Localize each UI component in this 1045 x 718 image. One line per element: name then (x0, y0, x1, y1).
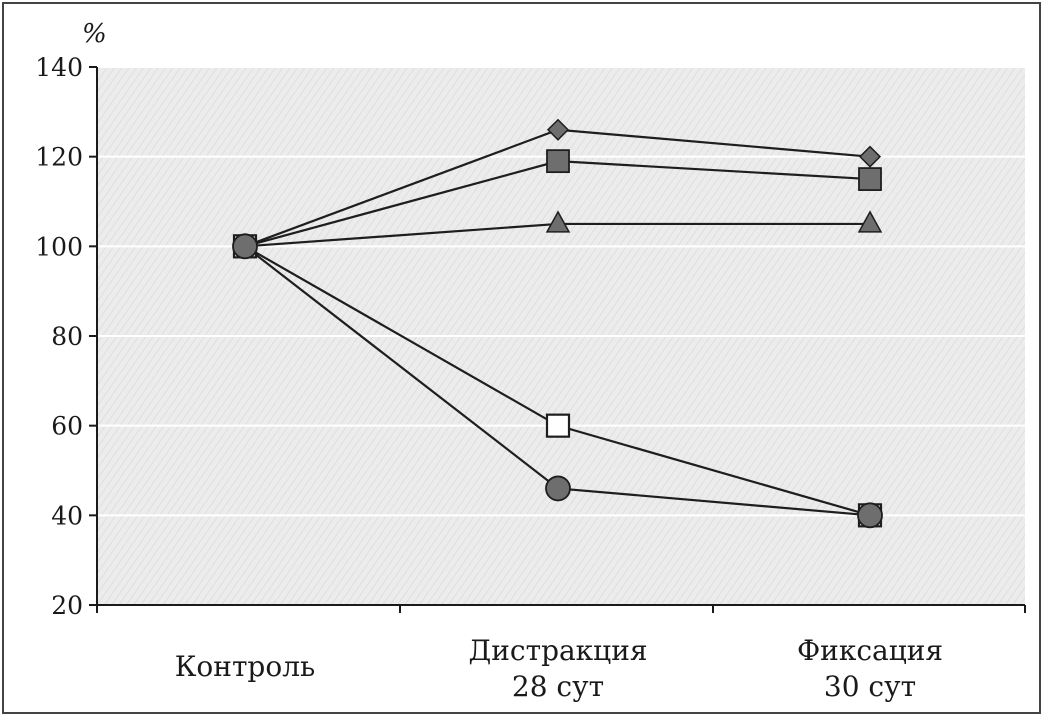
data-point-diamond (546, 118, 570, 141)
y-tick-label: 20 (51, 591, 83, 620)
data-point-square-open (545, 413, 571, 438)
series-markers (232, 118, 883, 529)
y-tick-label: 80 (51, 322, 83, 351)
data-point-diamond (858, 145, 882, 168)
data-point-square-filled (546, 149, 570, 174)
y-axis-unit-label: % (82, 19, 107, 49)
x-category-label: 28 сут (512, 670, 604, 703)
data-point-circle (545, 475, 571, 502)
data-point-circle (232, 233, 258, 260)
x-category-label: Дистракция (468, 634, 647, 667)
data-point-triangle (857, 210, 883, 233)
data-point-square-filled (858, 167, 882, 191)
x-category-label: Фиксация (797, 634, 943, 667)
y-tick-label: 60 (51, 412, 83, 441)
y-tick-label: 120 (35, 143, 83, 172)
y-tick-label: 40 (51, 501, 83, 530)
data-point-circle (857, 502, 883, 529)
y-tick-label: 100 (35, 232, 83, 261)
y-axis-ticks: 20 40 60 80 100 120 140 (35, 53, 97, 620)
data-point-triangle (545, 210, 571, 233)
x-category-label: Контроль (175, 650, 316, 683)
x-category-label: 30 сут (824, 670, 916, 703)
y-tick-label: 140 (35, 53, 83, 82)
